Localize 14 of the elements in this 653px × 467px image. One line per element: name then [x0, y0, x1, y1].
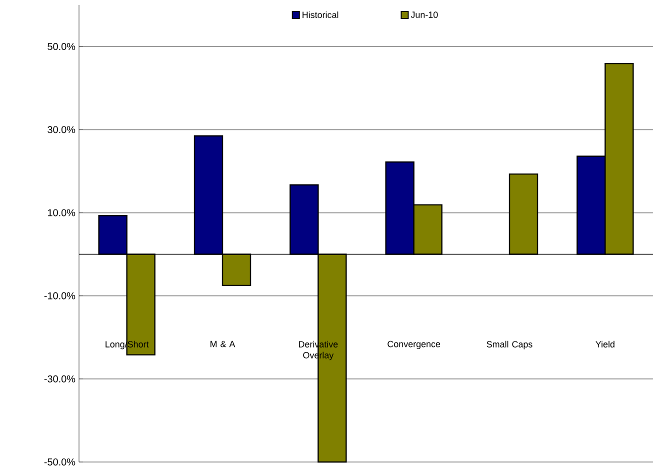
x-tick-label: Long/Short — [106, 340, 149, 350]
legend-label: Historical — [302, 11, 338, 18]
y-tick-label: -50.0% — [44, 458, 76, 466]
x-tick-label: Convergence — [388, 340, 440, 349]
x-tick-label: M & A — [210, 340, 236, 348]
x-tick-label: Small Caps — [486, 340, 532, 350]
legend-label: Jun-10 — [410, 12, 438, 18]
y-tick-label: 30.0% — [48, 126, 76, 134]
y-tick-label: 50.0% — [48, 43, 76, 50]
y-tick-label: 10.0% — [48, 209, 76, 216]
x-tick-label: Yield — [596, 340, 614, 348]
y-tick-label: -30.0% — [44, 375, 76, 382]
x-tick-label: Derivative Overlay — [298, 340, 338, 360]
y-tick-label: -10.0% — [44, 292, 76, 300]
